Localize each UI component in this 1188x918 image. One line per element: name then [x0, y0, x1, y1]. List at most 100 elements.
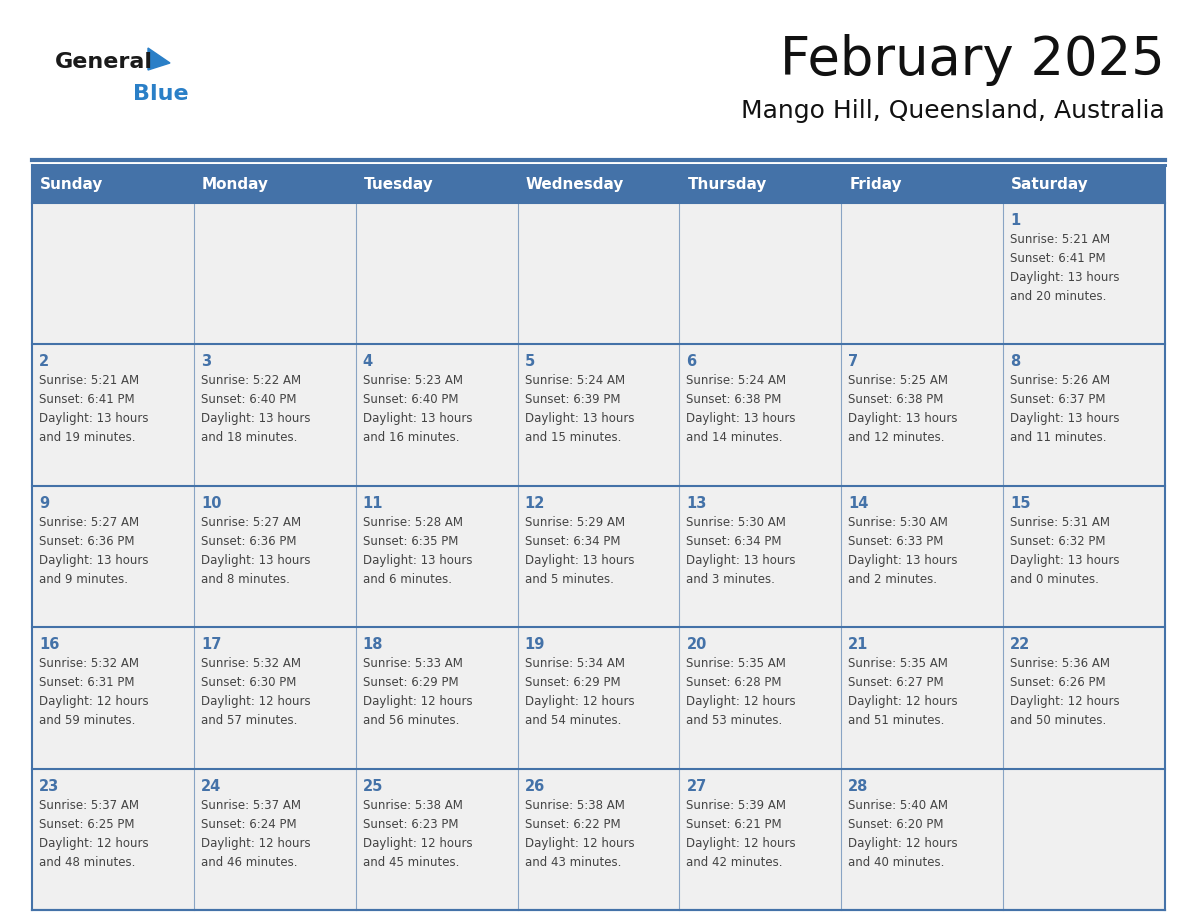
Text: Sunrise: 5:35 AM: Sunrise: 5:35 AM	[687, 657, 786, 670]
Text: Daylight: 13 hours: Daylight: 13 hours	[525, 554, 634, 566]
Text: Daylight: 13 hours: Daylight: 13 hours	[687, 554, 796, 566]
Text: Sunrise: 5:39 AM: Sunrise: 5:39 AM	[687, 799, 786, 812]
Text: 8: 8	[1010, 354, 1020, 369]
Polygon shape	[148, 48, 170, 70]
Text: Friday: Friday	[849, 176, 902, 192]
Bar	[841, 165, 1003, 203]
Text: and 5 minutes.: and 5 minutes.	[525, 573, 613, 586]
Text: Sunrise: 5:40 AM: Sunrise: 5:40 AM	[848, 799, 948, 812]
Text: and 43 minutes.: and 43 minutes.	[525, 856, 621, 868]
Text: Sunrise: 5:37 AM: Sunrise: 5:37 AM	[39, 799, 139, 812]
Text: Sunset: 6:41 PM: Sunset: 6:41 PM	[1010, 252, 1106, 265]
Text: Daylight: 12 hours: Daylight: 12 hours	[39, 695, 148, 708]
Text: Sunrise: 5:23 AM: Sunrise: 5:23 AM	[362, 375, 462, 387]
Text: and 45 minutes.: and 45 minutes.	[362, 856, 459, 868]
Text: Daylight: 13 hours: Daylight: 13 hours	[201, 554, 310, 566]
Text: Sunset: 6:41 PM: Sunset: 6:41 PM	[39, 394, 134, 407]
Text: Daylight: 13 hours: Daylight: 13 hours	[1010, 271, 1119, 284]
Text: Sunset: 6:24 PM: Sunset: 6:24 PM	[201, 818, 297, 831]
Text: February 2025: February 2025	[781, 34, 1165, 86]
Text: and 2 minutes.: and 2 minutes.	[848, 573, 937, 586]
Text: Daylight: 13 hours: Daylight: 13 hours	[848, 412, 958, 425]
Text: Sunrise: 5:27 AM: Sunrise: 5:27 AM	[39, 516, 139, 529]
Text: Wednesday: Wednesday	[525, 176, 624, 192]
Bar	[32, 203, 1165, 344]
Text: 22: 22	[1010, 637, 1030, 652]
Text: 9: 9	[39, 496, 49, 510]
Text: Sunrise: 5:24 AM: Sunrise: 5:24 AM	[687, 375, 786, 387]
Text: Daylight: 13 hours: Daylight: 13 hours	[201, 412, 310, 425]
Text: Sunrise: 5:31 AM: Sunrise: 5:31 AM	[1010, 516, 1110, 529]
Text: Sunset: 6:33 PM: Sunset: 6:33 PM	[848, 535, 943, 548]
Text: Sunset: 6:23 PM: Sunset: 6:23 PM	[362, 818, 459, 831]
Bar	[32, 486, 1165, 627]
Text: Sunset: 6:38 PM: Sunset: 6:38 PM	[848, 394, 943, 407]
Text: Daylight: 12 hours: Daylight: 12 hours	[687, 695, 796, 708]
Text: Sunrise: 5:22 AM: Sunrise: 5:22 AM	[201, 375, 301, 387]
Bar	[32, 344, 1165, 486]
Text: Daylight: 12 hours: Daylight: 12 hours	[1010, 695, 1120, 708]
Bar	[355, 165, 518, 203]
Text: Sunrise: 5:34 AM: Sunrise: 5:34 AM	[525, 657, 625, 670]
Text: 17: 17	[201, 637, 221, 652]
Text: 14: 14	[848, 496, 868, 510]
Text: 10: 10	[201, 496, 221, 510]
Text: 18: 18	[362, 637, 384, 652]
Text: 13: 13	[687, 496, 707, 510]
Text: 21: 21	[848, 637, 868, 652]
Text: Sunrise: 5:36 AM: Sunrise: 5:36 AM	[1010, 657, 1110, 670]
Text: Sunrise: 5:35 AM: Sunrise: 5:35 AM	[848, 657, 948, 670]
Text: and 50 minutes.: and 50 minutes.	[1010, 714, 1106, 727]
Text: Daylight: 13 hours: Daylight: 13 hours	[39, 554, 148, 566]
Text: Blue: Blue	[133, 84, 189, 104]
Text: Daylight: 12 hours: Daylight: 12 hours	[201, 836, 310, 849]
Bar	[32, 768, 1165, 910]
Text: Sunset: 6:21 PM: Sunset: 6:21 PM	[687, 818, 782, 831]
Text: Sunset: 6:29 PM: Sunset: 6:29 PM	[362, 677, 459, 689]
Text: Daylight: 12 hours: Daylight: 12 hours	[362, 836, 473, 849]
Text: 11: 11	[362, 496, 384, 510]
Text: Daylight: 13 hours: Daylight: 13 hours	[687, 412, 796, 425]
Text: Sunday: Sunday	[40, 176, 103, 192]
Text: Daylight: 13 hours: Daylight: 13 hours	[362, 412, 472, 425]
Text: General: General	[55, 52, 153, 72]
Text: 5: 5	[525, 354, 535, 369]
Text: and 0 minutes.: and 0 minutes.	[1010, 573, 1099, 586]
Text: Sunrise: 5:32 AM: Sunrise: 5:32 AM	[39, 657, 139, 670]
Text: Sunrise: 5:27 AM: Sunrise: 5:27 AM	[201, 516, 301, 529]
Text: Sunset: 6:40 PM: Sunset: 6:40 PM	[201, 394, 296, 407]
Text: 16: 16	[39, 637, 59, 652]
Text: 27: 27	[687, 778, 707, 793]
Text: Sunrise: 5:30 AM: Sunrise: 5:30 AM	[848, 516, 948, 529]
Bar	[680, 165, 841, 203]
Text: Sunset: 6:28 PM: Sunset: 6:28 PM	[687, 677, 782, 689]
Text: 3: 3	[201, 354, 211, 369]
Text: Sunset: 6:40 PM: Sunset: 6:40 PM	[362, 394, 459, 407]
Text: Thursday: Thursday	[688, 176, 766, 192]
Bar	[32, 627, 1165, 768]
Text: 28: 28	[848, 778, 868, 793]
Text: and 57 minutes.: and 57 minutes.	[201, 714, 297, 727]
Text: Sunset: 6:34 PM: Sunset: 6:34 PM	[687, 535, 782, 548]
Text: 15: 15	[1010, 496, 1031, 510]
Text: 26: 26	[525, 778, 545, 793]
Text: Sunset: 6:34 PM: Sunset: 6:34 PM	[525, 535, 620, 548]
Text: Sunset: 6:30 PM: Sunset: 6:30 PM	[201, 677, 296, 689]
Text: and 9 minutes.: and 9 minutes.	[39, 573, 128, 586]
Text: Sunrise: 5:26 AM: Sunrise: 5:26 AM	[1010, 375, 1111, 387]
Text: Sunrise: 5:28 AM: Sunrise: 5:28 AM	[362, 516, 462, 529]
Text: and 3 minutes.: and 3 minutes.	[687, 573, 776, 586]
Text: Sunset: 6:25 PM: Sunset: 6:25 PM	[39, 818, 134, 831]
Bar	[1003, 165, 1165, 203]
Text: 12: 12	[525, 496, 545, 510]
Text: 7: 7	[848, 354, 859, 369]
Text: Daylight: 12 hours: Daylight: 12 hours	[39, 836, 148, 849]
Text: and 14 minutes.: and 14 minutes.	[687, 431, 783, 444]
Text: Sunset: 6:36 PM: Sunset: 6:36 PM	[39, 535, 134, 548]
Text: Sunrise: 5:29 AM: Sunrise: 5:29 AM	[525, 516, 625, 529]
Text: Saturday: Saturday	[1011, 176, 1089, 192]
Text: 1: 1	[1010, 213, 1020, 228]
Text: Sunrise: 5:33 AM: Sunrise: 5:33 AM	[362, 657, 462, 670]
Text: and 18 minutes.: and 18 minutes.	[201, 431, 297, 444]
Text: Sunrise: 5:30 AM: Sunrise: 5:30 AM	[687, 516, 786, 529]
